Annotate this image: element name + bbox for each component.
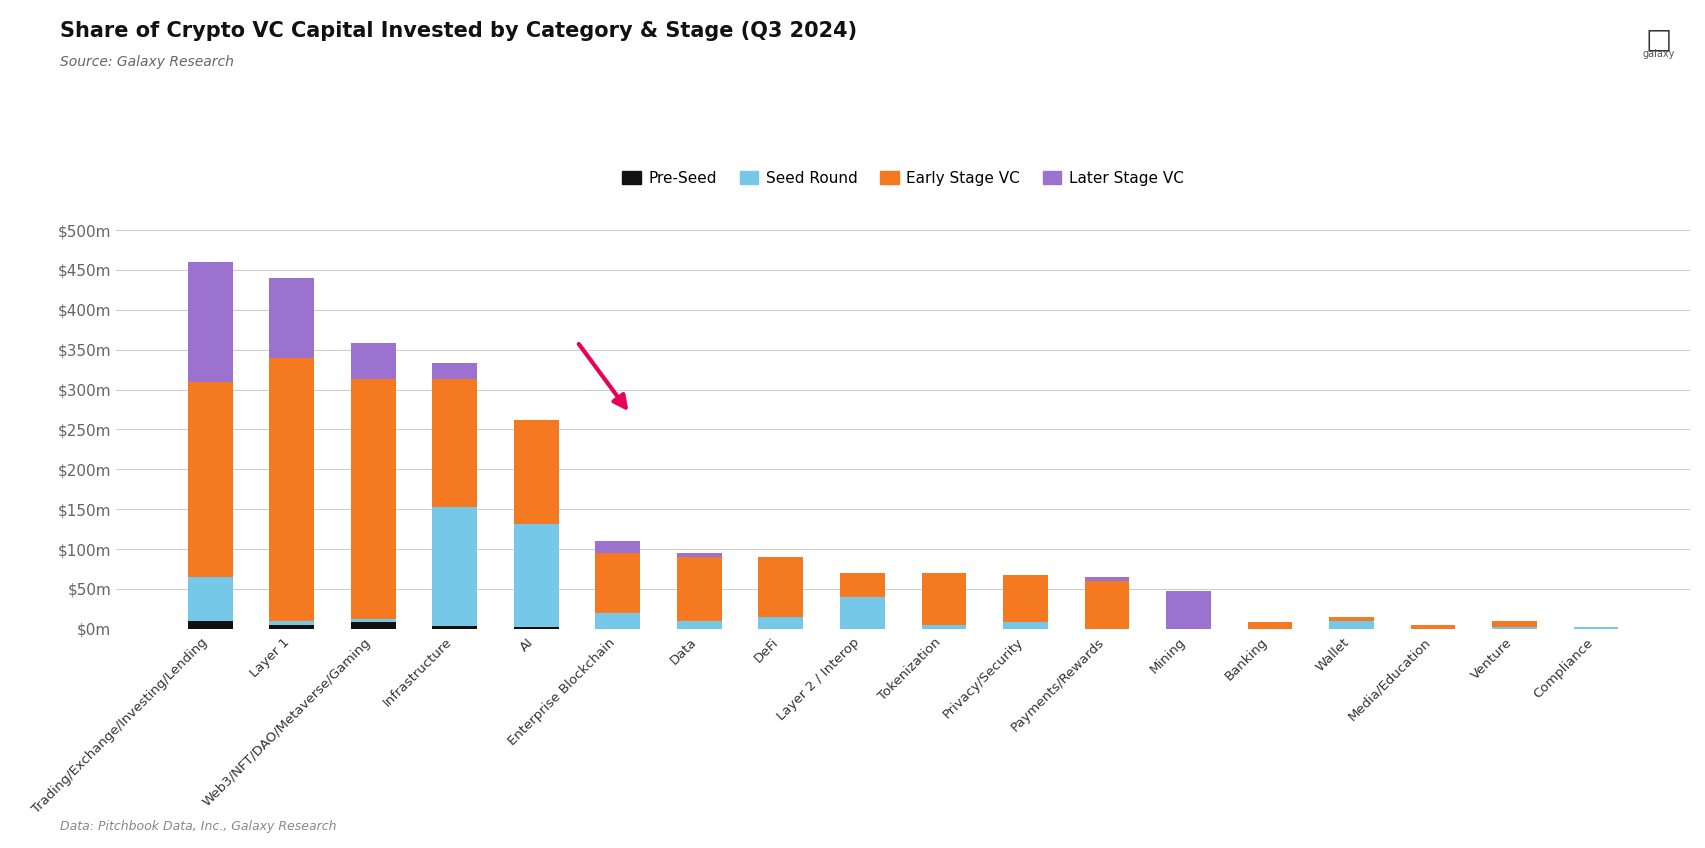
Text: □: □ <box>1645 25 1673 53</box>
Text: Share of Crypto VC Capital Invested by Category & Stage (Q3 2024): Share of Crypto VC Capital Invested by C… <box>60 21 858 42</box>
Text: galaxy: galaxy <box>1644 49 1674 59</box>
Bar <box>188 621 232 629</box>
Bar <box>921 573 967 625</box>
Bar <box>513 420 559 523</box>
Bar <box>595 541 641 553</box>
Bar <box>759 557 803 616</box>
Bar <box>433 507 477 627</box>
Bar <box>1492 621 1536 628</box>
Bar <box>513 523 559 628</box>
Bar <box>1166 590 1211 629</box>
Bar <box>677 553 721 557</box>
Bar <box>841 597 885 629</box>
Bar <box>1003 575 1049 622</box>
Bar <box>433 363 477 379</box>
Text: Source: Galaxy Research: Source: Galaxy Research <box>60 55 234 70</box>
Bar <box>433 627 477 629</box>
Bar <box>269 621 314 625</box>
Bar <box>921 625 967 629</box>
Bar <box>188 577 232 621</box>
Bar <box>351 343 396 379</box>
Bar <box>1330 616 1374 621</box>
Bar <box>1084 577 1129 581</box>
Bar <box>1003 622 1049 629</box>
Bar <box>188 262 232 382</box>
Bar <box>269 278 314 358</box>
Bar <box>677 557 721 621</box>
Bar <box>841 573 885 597</box>
Bar <box>1084 581 1129 629</box>
Legend: Pre-Seed, Seed Round, Early Stage VC, Later Stage VC: Pre-Seed, Seed Round, Early Stage VC, La… <box>616 165 1190 192</box>
Bar <box>513 628 559 629</box>
Bar <box>677 621 721 629</box>
Bar <box>351 618 396 622</box>
Bar <box>595 553 641 613</box>
Bar <box>759 616 803 629</box>
Bar <box>188 382 232 577</box>
Bar <box>595 613 641 629</box>
Text: Data: Pitchbook Data, Inc., Galaxy Research: Data: Pitchbook Data, Inc., Galaxy Resea… <box>60 820 336 833</box>
Bar <box>1248 622 1292 629</box>
Bar <box>1330 621 1374 629</box>
Bar <box>1574 628 1618 629</box>
Bar <box>1492 628 1536 629</box>
Bar <box>351 379 396 618</box>
Bar <box>351 622 396 629</box>
Bar <box>433 379 477 507</box>
Bar <box>269 358 314 621</box>
Bar <box>1410 625 1456 629</box>
Bar <box>269 625 314 629</box>
